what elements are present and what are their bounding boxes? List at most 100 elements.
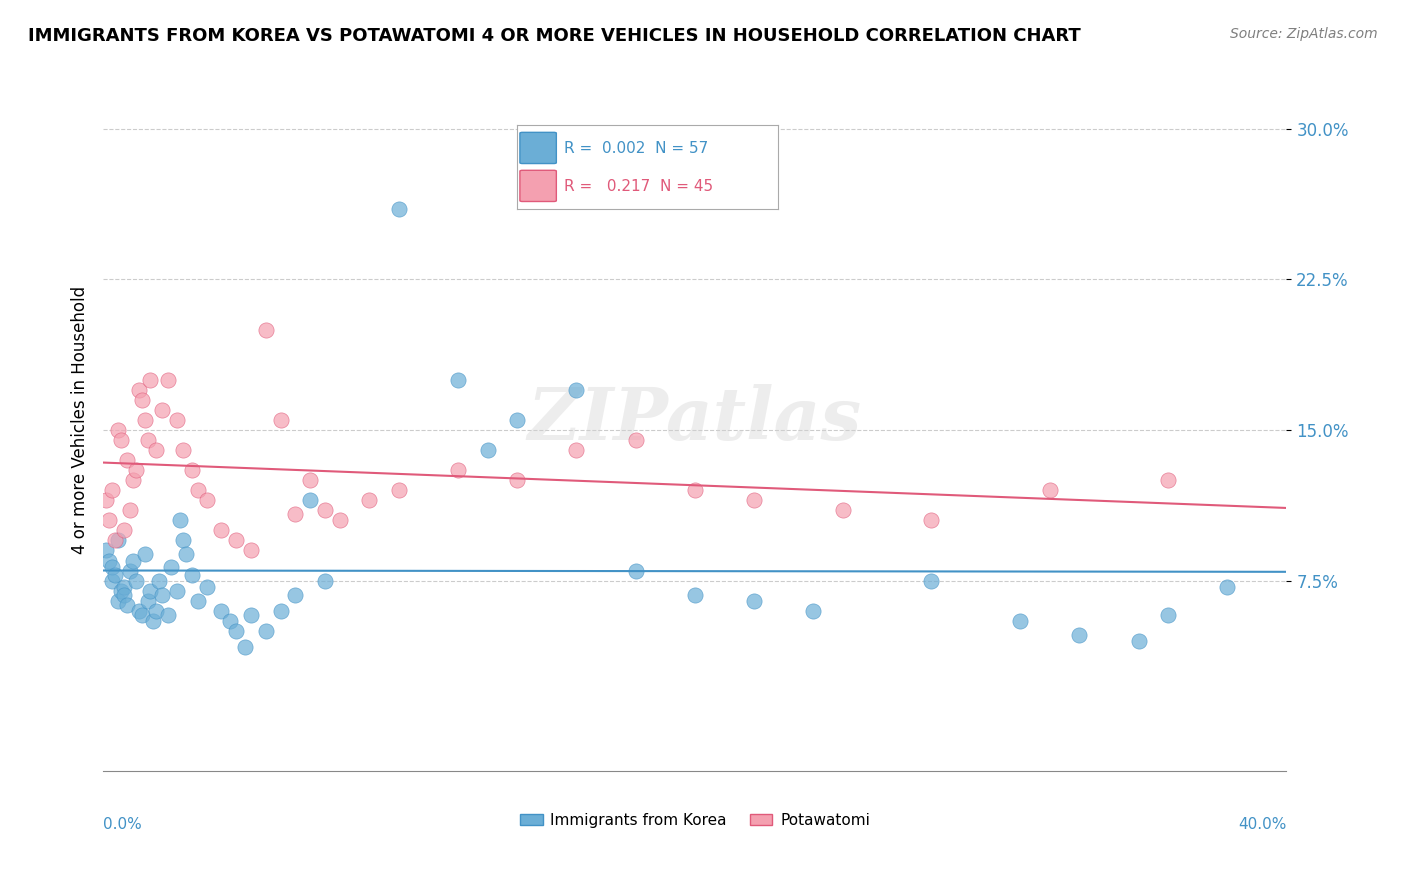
Point	[139, 583, 162, 598]
Point	[107, 423, 129, 437]
Point	[157, 607, 180, 622]
Point	[118, 503, 141, 517]
Point	[1069, 628, 1091, 642]
Point	[172, 533, 194, 548]
Point	[920, 574, 942, 588]
Point	[187, 483, 209, 498]
Point	[101, 483, 124, 498]
Point	[131, 392, 153, 407]
Point	[145, 443, 167, 458]
Text: IMMIGRANTS FROM KOREA VS POTAWATOMI 4 OR MORE VEHICLES IN HOUSEHOLD CORRELATION : IMMIGRANTS FROM KOREA VS POTAWATOMI 4 OR…	[28, 27, 1081, 45]
Point	[107, 533, 129, 548]
Point	[506, 473, 529, 487]
Point	[104, 567, 127, 582]
Point	[225, 624, 247, 638]
Point	[388, 483, 411, 498]
Point	[299, 493, 322, 508]
Point	[195, 580, 218, 594]
Point	[174, 548, 197, 562]
Text: 40.0%: 40.0%	[1239, 817, 1286, 832]
Text: 0.0%: 0.0%	[103, 817, 142, 832]
Point	[742, 493, 765, 508]
Point	[98, 553, 121, 567]
Point	[565, 443, 588, 458]
Text: Source: ZipAtlas.com: Source: ZipAtlas.com	[1230, 27, 1378, 41]
Point	[101, 574, 124, 588]
Text: ZIPatlas: ZIPatlas	[527, 384, 862, 456]
Point	[801, 604, 824, 618]
Point	[1010, 614, 1032, 628]
Point	[1216, 580, 1239, 594]
Point	[683, 588, 706, 602]
Point	[139, 373, 162, 387]
Legend: Immigrants from Korea, Potawatomi: Immigrants from Korea, Potawatomi	[513, 806, 876, 834]
Point	[1157, 473, 1180, 487]
Point	[110, 583, 132, 598]
Point	[388, 202, 411, 216]
Point	[565, 383, 588, 397]
Point	[101, 559, 124, 574]
Point	[121, 473, 143, 487]
Point	[112, 524, 135, 538]
Point	[742, 593, 765, 607]
Point	[187, 593, 209, 607]
Point	[150, 588, 173, 602]
Point	[359, 493, 381, 508]
Point	[254, 624, 277, 638]
Point	[329, 513, 352, 527]
Point	[136, 593, 159, 607]
Point	[233, 640, 256, 654]
Point	[172, 443, 194, 458]
Point	[148, 574, 170, 588]
Point	[254, 322, 277, 336]
Point	[624, 433, 647, 447]
Point	[131, 607, 153, 622]
Point	[211, 524, 233, 538]
Point	[145, 604, 167, 618]
Point	[219, 614, 242, 628]
Point	[624, 564, 647, 578]
Point	[169, 513, 191, 527]
Point	[157, 373, 180, 387]
Point	[98, 513, 121, 527]
Point	[284, 508, 307, 522]
Point	[134, 413, 156, 427]
Point	[180, 463, 202, 477]
Point	[160, 559, 183, 574]
Point	[128, 383, 150, 397]
Point	[447, 463, 470, 477]
Point	[150, 403, 173, 417]
Point	[134, 548, 156, 562]
Point	[94, 493, 117, 508]
Point	[104, 533, 127, 548]
Point	[240, 607, 263, 622]
Point	[270, 604, 292, 618]
Point	[1157, 607, 1180, 622]
Point	[299, 473, 322, 487]
Point	[166, 413, 188, 427]
Point	[142, 614, 165, 628]
Point	[121, 553, 143, 567]
Point	[683, 483, 706, 498]
Point	[195, 493, 218, 508]
Point	[166, 583, 188, 598]
Point	[314, 503, 336, 517]
Point	[447, 373, 470, 387]
Point	[211, 604, 233, 618]
Point	[115, 453, 138, 467]
Point	[314, 574, 336, 588]
Point	[128, 604, 150, 618]
Point	[115, 598, 138, 612]
Point	[831, 503, 853, 517]
Point	[118, 564, 141, 578]
Point	[284, 588, 307, 602]
Point	[112, 588, 135, 602]
Point	[136, 433, 159, 447]
Point	[1128, 633, 1150, 648]
Point	[270, 413, 292, 427]
Point	[1039, 483, 1062, 498]
Point	[240, 543, 263, 558]
Point	[124, 574, 146, 588]
Point	[110, 433, 132, 447]
Point	[506, 413, 529, 427]
